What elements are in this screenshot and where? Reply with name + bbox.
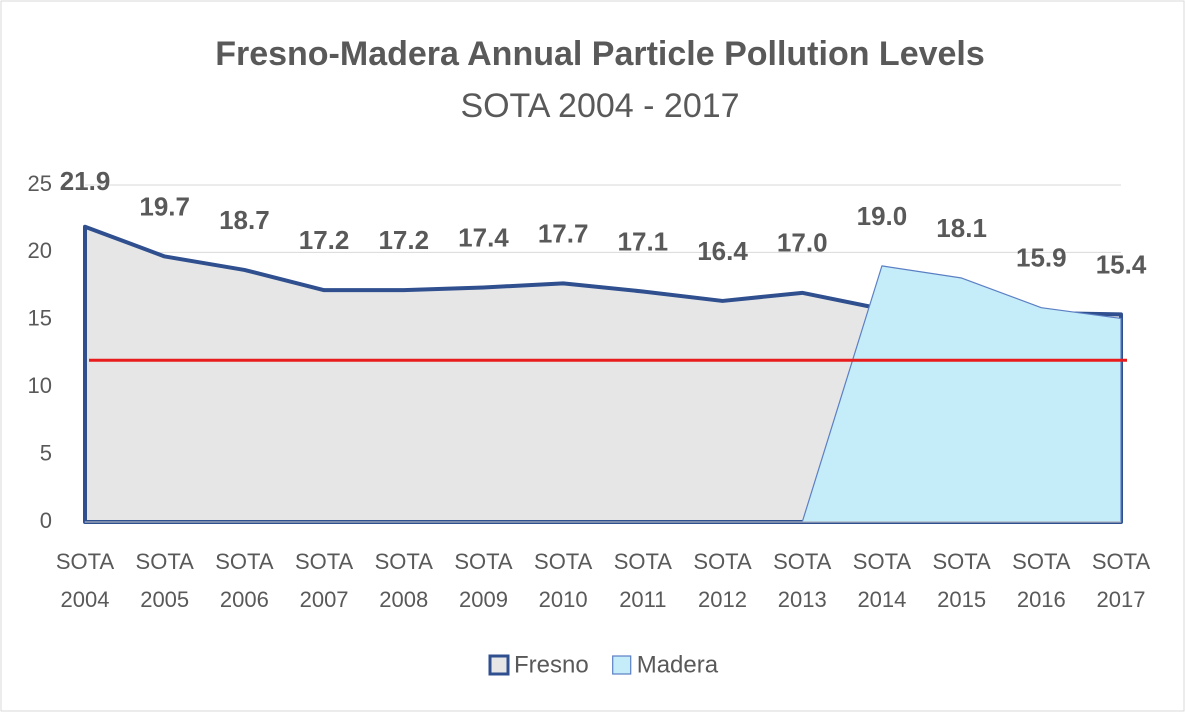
legend-swatch	[612, 655, 632, 675]
data-label: 18.1	[936, 213, 987, 243]
data-label: 18.7	[219, 205, 270, 235]
data-label: 15.9	[1016, 243, 1067, 273]
data-label: 17.2	[299, 225, 350, 255]
data-label: 15.4	[1096, 249, 1147, 279]
legend-label: Fresno	[514, 651, 589, 678]
y-tick-label: 5	[40, 440, 52, 465]
x-tick-label: SOTA 2011	[614, 549, 673, 612]
y-tick-label: 25	[28, 171, 52, 196]
x-tick-label: SOTA 2013	[773, 549, 832, 612]
y-tick-label: 15	[28, 306, 52, 331]
data-label: 19.7	[139, 191, 190, 221]
data-label: 17.7	[538, 218, 589, 248]
data-label: 21.9	[60, 166, 111, 196]
x-tick-label: SOTA 2008	[375, 549, 434, 612]
x-tick-label: SOTA 2006	[215, 549, 274, 612]
x-tick-label: SOTA 2016	[1012, 549, 1071, 612]
data-label: 16.4	[697, 236, 748, 266]
legend-label: Madera	[637, 651, 719, 678]
x-tick-label: SOTA 2009	[454, 549, 513, 612]
x-tick-label: SOTA 2017	[1092, 549, 1151, 612]
data-label: 17.4	[458, 222, 509, 252]
x-tick-label: SOTA 2014	[853, 549, 912, 612]
chart-subtitle: SOTA 2004 - 2017	[460, 87, 739, 125]
legend-swatch	[488, 654, 510, 676]
chart-title: Fresno-Madera Annual Particle Pollution …	[215, 35, 985, 73]
data-label: 19.0	[857, 201, 908, 231]
x-tick-label: SOTA 2015	[932, 549, 991, 612]
data-label: 17.2	[378, 225, 429, 255]
x-tick-label: SOTA 2007	[295, 549, 354, 612]
y-tick-label: 10	[28, 373, 52, 398]
data-label: 17.1	[618, 226, 669, 256]
x-tick-label: SOTA 2010	[534, 549, 593, 612]
y-tick-label: 0	[40, 508, 52, 533]
x-tick-label: SOTA 2005	[136, 549, 195, 612]
data-label: 17.0	[777, 228, 828, 258]
x-tick-label: SOTA 2012	[693, 549, 752, 612]
y-tick-label: 20	[28, 238, 52, 263]
x-tick-label: SOTA 2004	[56, 549, 115, 612]
